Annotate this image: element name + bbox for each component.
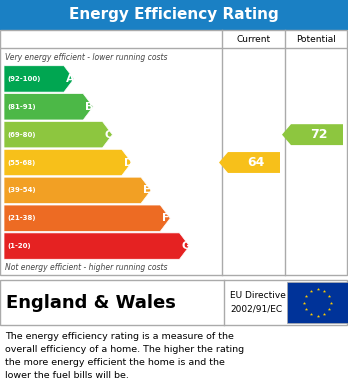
Text: G: G bbox=[181, 241, 191, 251]
Polygon shape bbox=[4, 177, 151, 204]
Text: 64: 64 bbox=[247, 156, 265, 169]
Text: England & Wales: England & Wales bbox=[6, 294, 176, 312]
Text: 72: 72 bbox=[310, 128, 328, 141]
Text: 2002/91/EC: 2002/91/EC bbox=[230, 305, 282, 314]
Text: A: A bbox=[66, 74, 74, 84]
Text: (81-91): (81-91) bbox=[7, 104, 35, 110]
Polygon shape bbox=[4, 66, 74, 92]
Polygon shape bbox=[282, 124, 343, 145]
Text: F: F bbox=[162, 213, 170, 223]
Text: (55-68): (55-68) bbox=[7, 160, 35, 165]
Text: (92-100): (92-100) bbox=[7, 76, 40, 82]
Bar bbox=[0, 0, 348, 30]
Polygon shape bbox=[4, 93, 93, 120]
Polygon shape bbox=[4, 122, 112, 148]
Text: (69-80): (69-80) bbox=[7, 132, 35, 138]
Text: (21-38): (21-38) bbox=[7, 215, 35, 221]
Text: C: C bbox=[104, 130, 112, 140]
Text: Not energy efficient - higher running costs: Not energy efficient - higher running co… bbox=[5, 262, 167, 271]
Polygon shape bbox=[4, 149, 132, 176]
Bar bbox=[0, 30, 347, 275]
Text: EU Directive: EU Directive bbox=[230, 291, 286, 300]
Text: Current: Current bbox=[236, 34, 270, 43]
Text: D: D bbox=[124, 158, 133, 167]
Bar bbox=[287, 282, 348, 323]
Polygon shape bbox=[4, 233, 189, 259]
Bar bbox=[0, 280, 347, 325]
Text: (1-20): (1-20) bbox=[7, 243, 31, 249]
Polygon shape bbox=[219, 152, 280, 173]
Text: E: E bbox=[143, 185, 151, 196]
Text: The energy efficiency rating is a measure of the
overall efficiency of a home. T: The energy efficiency rating is a measur… bbox=[5, 332, 244, 380]
Text: Potential: Potential bbox=[296, 34, 337, 43]
Text: (39-54): (39-54) bbox=[7, 187, 35, 194]
Polygon shape bbox=[4, 205, 170, 231]
Text: Energy Efficiency Rating: Energy Efficiency Rating bbox=[69, 7, 279, 23]
Text: B: B bbox=[85, 102, 94, 112]
Text: Very energy efficient - lower running costs: Very energy efficient - lower running co… bbox=[5, 54, 167, 63]
